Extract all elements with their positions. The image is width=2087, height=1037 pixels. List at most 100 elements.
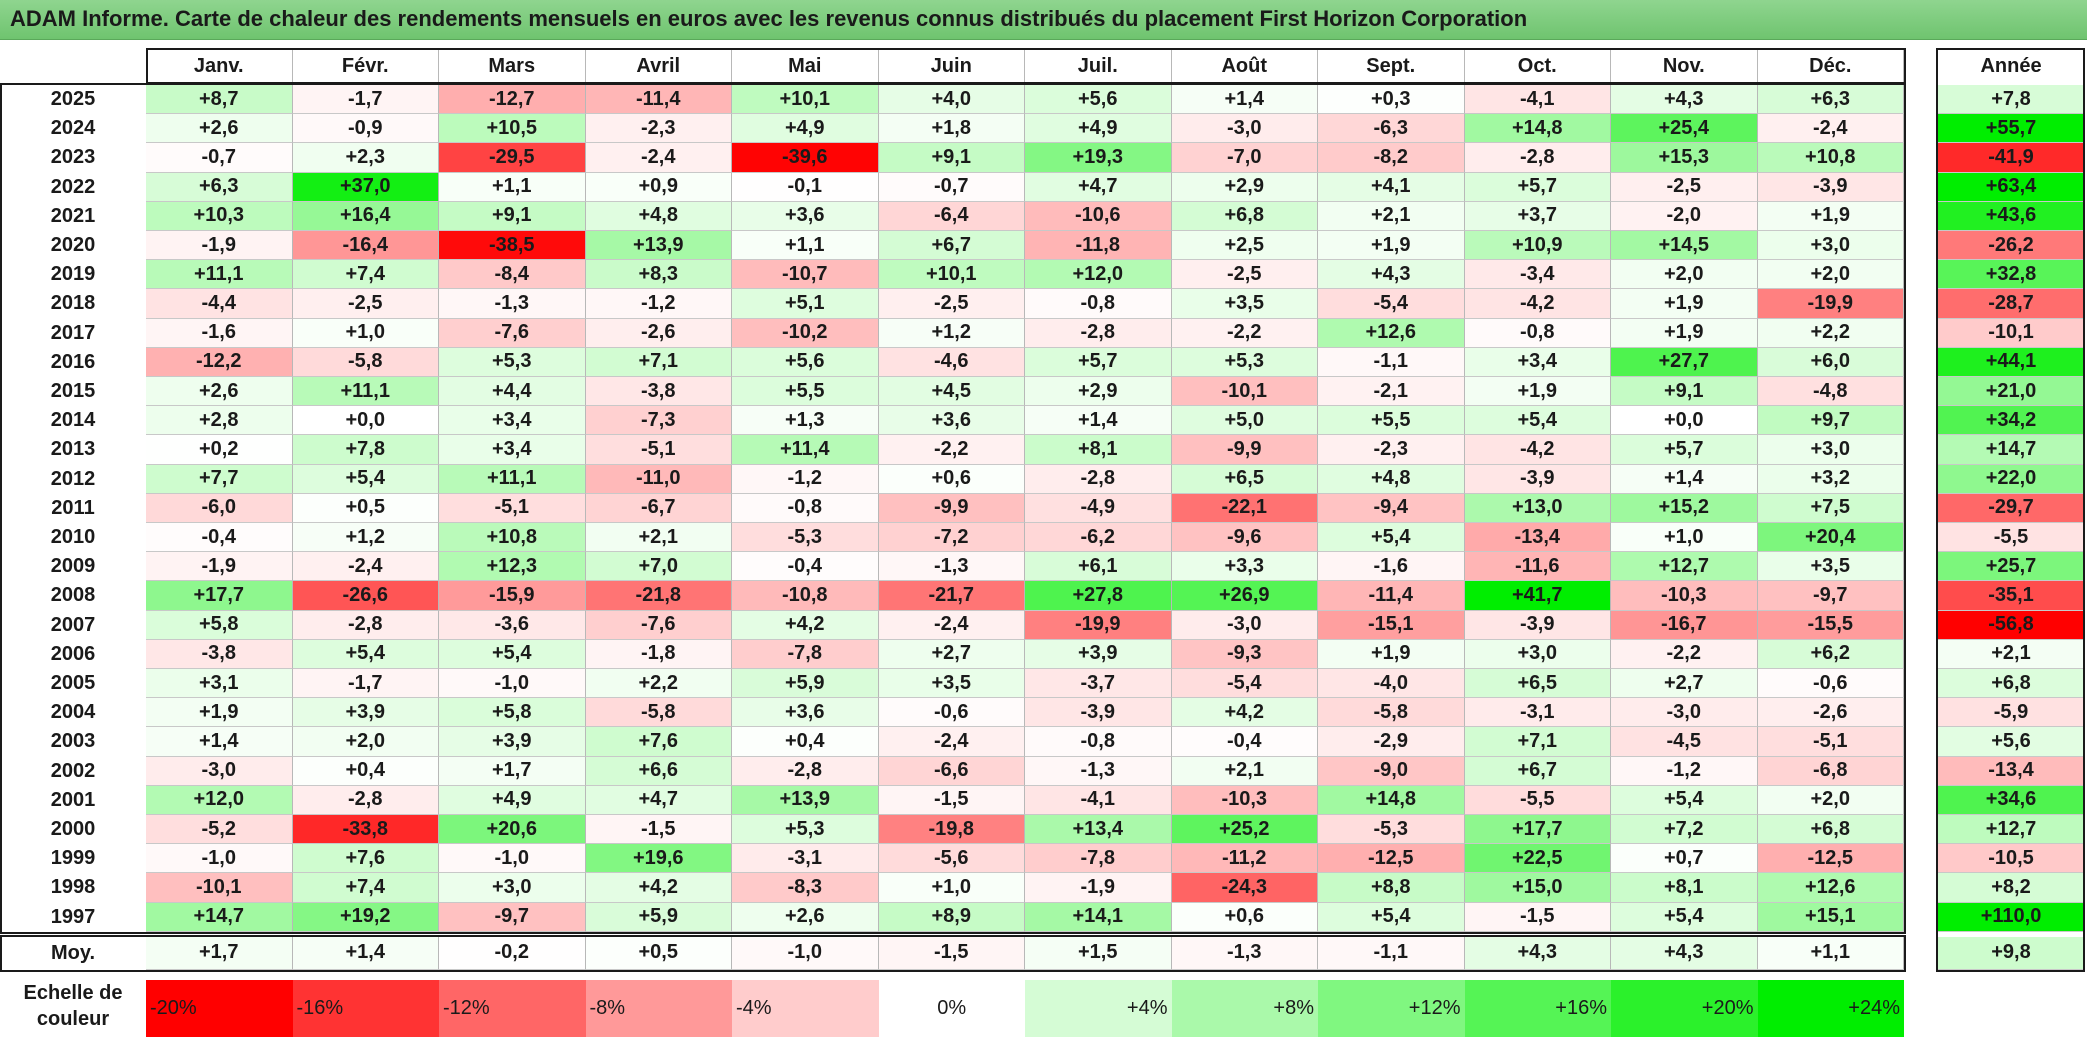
month-header: Déc. bbox=[1757, 50, 1904, 83]
year-label: 2024 bbox=[50, 117, 96, 140]
heatmap-cell: +7,5 bbox=[1757, 493, 1904, 523]
average-label: Moy. bbox=[50, 941, 96, 964]
heatmap-cell: -0,7 bbox=[146, 143, 293, 173]
year-total-header: Année bbox=[1938, 50, 2085, 83]
heatmap-cell: +4,0 bbox=[878, 85, 1025, 115]
heatmap-cell: +4,9 bbox=[732, 114, 879, 144]
heatmap-cell: -9,4 bbox=[1318, 493, 1465, 523]
heatmap-cell: +7,4 bbox=[292, 260, 439, 290]
month-header: Juin bbox=[878, 50, 1025, 83]
heatmap-cell: -10,8 bbox=[732, 581, 879, 611]
heatmap-cell: -2,5 bbox=[292, 289, 439, 319]
heatmap-cell: -6,4 bbox=[878, 201, 1025, 231]
year-label: 2015 bbox=[50, 380, 96, 403]
year-label: 2004 bbox=[50, 701, 96, 724]
year-label: 2013 bbox=[50, 438, 96, 461]
heatmap-cell: +7,6 bbox=[585, 727, 732, 757]
heatmap-cell: -2,4 bbox=[585, 143, 732, 173]
year-label: 2025 bbox=[50, 88, 96, 111]
heatmap-cell: +5,4 bbox=[1464, 406, 1611, 436]
heatmap-cell: -11,6 bbox=[1464, 552, 1611, 582]
heatmap-cell: -3,0 bbox=[1171, 610, 1318, 640]
heatmap-cell: -6,6 bbox=[878, 756, 1025, 786]
heatmap-cell: +3,5 bbox=[1757, 552, 1904, 582]
color-scale-label-line2: couleur bbox=[36, 1008, 110, 1030]
heatmap-cell: -2,3 bbox=[1318, 435, 1465, 465]
heatmap-cell: +6,8 bbox=[1171, 201, 1318, 231]
heatmap-cell: +14,8 bbox=[1464, 114, 1611, 144]
color-scale-swatch: -4% bbox=[732, 980, 879, 1037]
annual-cell: -10,5 bbox=[1938, 844, 2085, 874]
heatmap-cell: +10,3 bbox=[146, 201, 293, 231]
heatmap-cell: -4,4 bbox=[146, 289, 293, 319]
heatmap-cell: +7,2 bbox=[1611, 815, 1758, 845]
heatmap-cell: +3,6 bbox=[878, 406, 1025, 436]
heatmap-cell: +19,3 bbox=[1025, 143, 1172, 173]
annual-cell: +14,7 bbox=[1938, 435, 2085, 465]
heatmap-cell: +10,9 bbox=[1464, 231, 1611, 261]
annual-cell: +44,1 bbox=[1938, 347, 2085, 377]
heatmap-cell: +5,6 bbox=[732, 347, 879, 377]
heatmap-cell: -7,3 bbox=[585, 406, 732, 436]
heatmap-cell: +3,9 bbox=[1025, 639, 1172, 669]
year-label: 1998 bbox=[50, 876, 96, 899]
chart-title: ADAM Informe. Carte de chaleur des rende… bbox=[10, 6, 1528, 31]
heatmap-cell: -12,2 bbox=[146, 347, 293, 377]
heatmap-cell: +2,6 bbox=[146, 377, 293, 407]
heatmap-cell: -2,8 bbox=[292, 785, 439, 815]
heatmap-cell: +13,9 bbox=[732, 785, 879, 815]
heatmap-cell: -26,6 bbox=[292, 581, 439, 611]
heatmap-cell: +7,1 bbox=[1464, 727, 1611, 757]
heatmap-cell: +1,1 bbox=[732, 231, 879, 261]
annual-cell: -28,7 bbox=[1938, 289, 2085, 319]
heatmap-cell: +0,7 bbox=[1611, 844, 1758, 874]
heatmap-cell: +8,9 bbox=[878, 902, 1025, 932]
heatmap-cell: -1,7 bbox=[292, 85, 439, 115]
heatmap-cell: -4,2 bbox=[1464, 435, 1611, 465]
heatmap-cell: +6,8 bbox=[1757, 815, 1904, 845]
heatmap-cell: +3,4 bbox=[1464, 347, 1611, 377]
color-scale-swatch: +8% bbox=[1171, 980, 1318, 1037]
heatmap-cell: +1,0 bbox=[878, 873, 1025, 903]
heatmap-cell: -2,4 bbox=[878, 727, 1025, 757]
year-label: 1999 bbox=[50, 847, 96, 870]
heatmap-cell: +2,9 bbox=[1025, 377, 1172, 407]
average-cell: +1,4 bbox=[292, 936, 439, 970]
heatmap-cell: +1,4 bbox=[1611, 464, 1758, 494]
annual-cell: -5,5 bbox=[1938, 523, 2085, 553]
annual-cell: -10,1 bbox=[1938, 318, 2085, 348]
year-label: 2007 bbox=[50, 613, 96, 636]
annual-cell: +34,2 bbox=[1938, 406, 2085, 436]
heatmap-cell: -1,3 bbox=[1025, 756, 1172, 786]
heatmap-cell: +1,7 bbox=[439, 756, 586, 786]
heatmap-cell: +12,7 bbox=[1611, 552, 1758, 582]
heatmap-cell: +1,2 bbox=[292, 523, 439, 553]
heatmap-cell: -2,2 bbox=[1611, 639, 1758, 669]
heatmap-cell: -5,5 bbox=[1464, 785, 1611, 815]
heatmap-cell: -2,8 bbox=[732, 756, 879, 786]
color-scale-swatch: +20% bbox=[1611, 980, 1758, 1037]
heatmap-cell: +7,4 bbox=[292, 873, 439, 903]
heatmap-cell: +4,3 bbox=[1318, 260, 1465, 290]
heatmap-cell: +5,6 bbox=[1025, 85, 1172, 115]
heatmap-cell: -1,6 bbox=[146, 318, 293, 348]
heatmap-cell: -1,9 bbox=[146, 552, 293, 582]
heatmap-cell: +12,6 bbox=[1757, 873, 1904, 903]
heatmap-cell: +10,1 bbox=[878, 260, 1025, 290]
heatmap-cell: +5,7 bbox=[1464, 172, 1611, 202]
heatmap-cell: -0,8 bbox=[1464, 318, 1611, 348]
heatmap-cell: +5,3 bbox=[439, 347, 586, 377]
heatmap-cell: -0,4 bbox=[146, 523, 293, 553]
heatmap-cell: +3,4 bbox=[439, 435, 586, 465]
heatmap-cell: +8,3 bbox=[585, 260, 732, 290]
heatmap-cell: -12,7 bbox=[439, 85, 586, 115]
heatmap-cell: +3,6 bbox=[732, 201, 879, 231]
heatmap-cell: -10,3 bbox=[1171, 785, 1318, 815]
heatmap-cell: +4,7 bbox=[1025, 172, 1172, 202]
heatmap-cell: +5,9 bbox=[732, 669, 879, 699]
heatmap-cell: -1,7 bbox=[292, 669, 439, 699]
heatmap-cell: -9,7 bbox=[439, 902, 586, 932]
heatmap-cell: +9,1 bbox=[1611, 377, 1758, 407]
heatmap-cell: -5,8 bbox=[1318, 698, 1465, 728]
average-cell: -0,2 bbox=[439, 936, 586, 970]
